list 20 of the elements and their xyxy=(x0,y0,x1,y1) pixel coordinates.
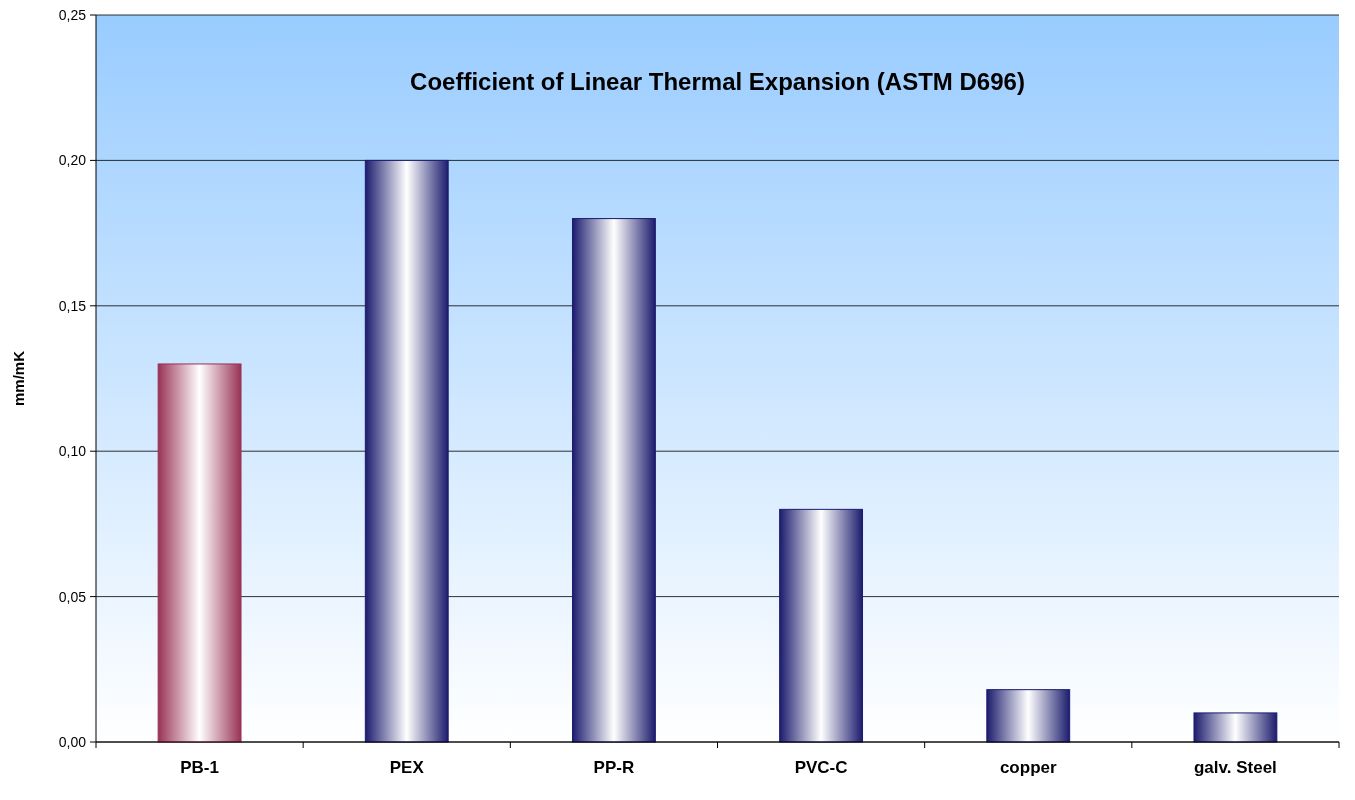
x-tick-label: copper xyxy=(999,758,1057,777)
y-tick-label: 0,15 xyxy=(58,297,87,314)
bar xyxy=(1193,712,1278,743)
bar xyxy=(986,689,1071,743)
y-tick-label: 0,05 xyxy=(58,588,87,605)
bar xyxy=(157,363,242,743)
y-tick-label: 0,20 xyxy=(58,152,87,169)
x-tick-label: PP-R xyxy=(593,758,635,777)
x-tick-label: PEX xyxy=(389,758,425,777)
bar xyxy=(571,218,656,743)
bar xyxy=(779,508,864,743)
text: Coefficient of Linear Thermal Expansion (ASTM D696) xyxy=(410,68,1025,95)
x-tick-label: PB-1 xyxy=(180,758,219,777)
y-tick-label: 0,10 xyxy=(58,443,87,460)
y-tick-label: 0,25 xyxy=(58,6,87,23)
x-tick-label: PVC-C xyxy=(794,758,848,777)
bar xyxy=(364,159,449,743)
y-tick-label: 0,00 xyxy=(58,733,87,750)
x-tick-label: galv. Steel xyxy=(1193,758,1277,777)
y-axis-title: mm/mK xyxy=(10,350,27,407)
